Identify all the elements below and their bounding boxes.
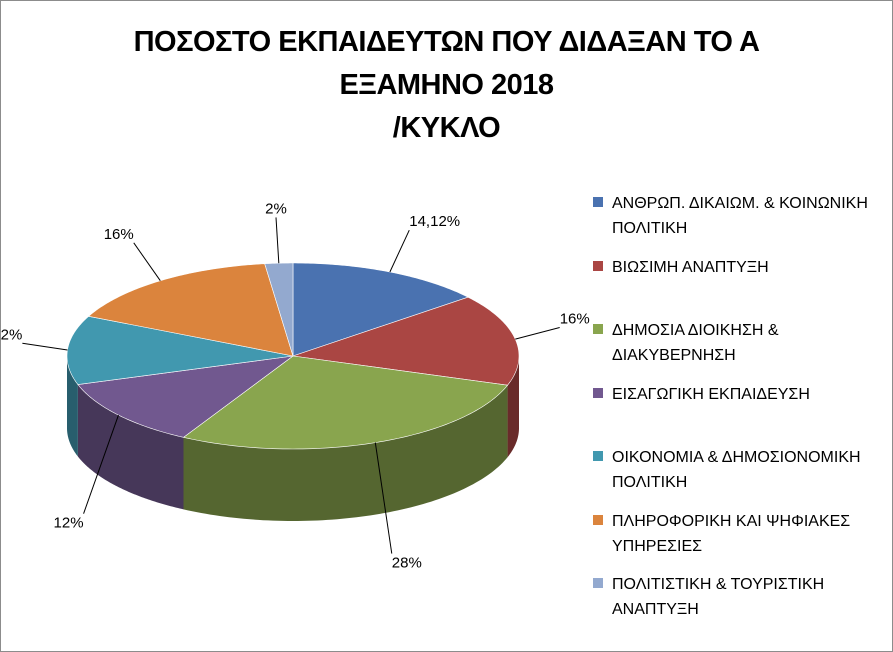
data-label: 16% [104, 226, 134, 243]
slice-side [183, 385, 508, 521]
data-label: 12% [54, 515, 84, 532]
legend-swatch [593, 197, 603, 207]
slice-side [507, 356, 519, 458]
legend-swatch [593, 387, 603, 398]
legend-label: ΠΟΛΙΤΙΣΤΙΚΗ & ΤΟΥΡΙΣΤΙΚΗ ΑΝΑΠΤΥΞΗ [612, 576, 825, 618]
slice [264, 262, 294, 357]
data-label: 2% [265, 200, 287, 217]
legend-swatch [593, 514, 603, 525]
leader-line [133, 242, 161, 282]
leader-line [515, 327, 560, 340]
legend-item: ΠΛΗΡΟΦΟΡΙΚΗ ΚΑΙ ΨΗΦΙΑΚΕΣ ΥΠΗΡΕΣΙΕΣ [593, 509, 868, 559]
legend-label: ΑΝΘΡΩΠ. ΔΙΚΑΙΩΜ. & ΚΟΙΝΩΝΙΚΗ ΠΟΛΙΤΙΚΗ [612, 195, 868, 237]
legend-swatch [593, 260, 603, 271]
legend-label: ΕΙΣΑΓΩΓΙΚΗ ΕΚΠΑΙΔΕΥΣΗ [612, 385, 810, 403]
legend-item: ΑΝΘΡΩΠ. ΔΙΚΑΙΩΜ. & ΚΟΙΝΩΝΙΚΗ ΠΟΛΙΤΙΚΗ [593, 191, 868, 241]
data-label: 16% [560, 310, 590, 327]
data-label: 12% [1, 326, 22, 343]
slice [292, 296, 520, 386]
data-label: 14,12% [409, 213, 460, 230]
leader-line [389, 229, 410, 273]
legend-swatch [593, 451, 603, 461]
leader-line [374, 442, 393, 554]
legend-label: ΟΙΚΟΝΟΜΙΑ & ΔΗΜΟΣΙΟΝΟΜΙΚΗ ΠΟΛΙΤΙΚΗ [612, 449, 861, 491]
legend-label: ΒΙΩΣΙΜΗ ΑΝΑΠΤΥΞΗ [612, 258, 769, 276]
data-label: 28% [392, 555, 422, 572]
legend-item: ΒΙΩΣΙΜΗ ΑΝΑΠΤΥΞΗ [593, 255, 868, 280]
legend-item: ΠΟΛΙΤΙΣΤΙΚΗ & ΤΟΥΡΙΣΤΙΚΗ ΑΝΑΠΤΥΞΗ [593, 572, 868, 622]
leader-line [22, 342, 68, 351]
legend-item: ΕΙΣΑΓΩΓΙΚΗ ΕΚΠΑΙΔΕΥΣΗ [593, 382, 868, 407]
legend-item: ΟΙΚΟΝΟΜΙΑ & ΔΗΜΟΣΙΟΝΟΜΙΚΗ ΠΟΛΙΤΙΚΗ [593, 445, 868, 495]
slice [182, 355, 509, 450]
legend-swatch [593, 324, 603, 334]
slice-side [77, 384, 184, 510]
leader-line [83, 414, 119, 514]
legend-label: ΔΗΜΟΣΙΑ ΔΙΟΙΚΗΣΗ & ΔΙΑΚΥΒΕΡΝΗΣΗ [612, 322, 779, 364]
legend-label: ΠΛΗΡΟΦΟΡΙΚΗ ΚΑΙ ΨΗΦΙΑΚΕΣ ΥΠΗΡΕΣΙΕΣ [612, 512, 851, 555]
slice [87, 263, 294, 357]
leader-line [275, 217, 280, 264]
chart-title: ΠΟΣΟΣΤΟ ΕΚΠΑΙΔΕΥΤΩΝ ΠΟΥ ΔΙΔΑΞΑΝ ΤΟ Α ΕΞΑ… [133, 26, 760, 144]
legend-item: ΔΗΜΟΣΙΑ ΔΙΟΙΚΗΣΗ & ΔΙΑΚΥΒΕΡΝΗΣΗ [593, 318, 868, 368]
legend-swatch [593, 578, 603, 588]
